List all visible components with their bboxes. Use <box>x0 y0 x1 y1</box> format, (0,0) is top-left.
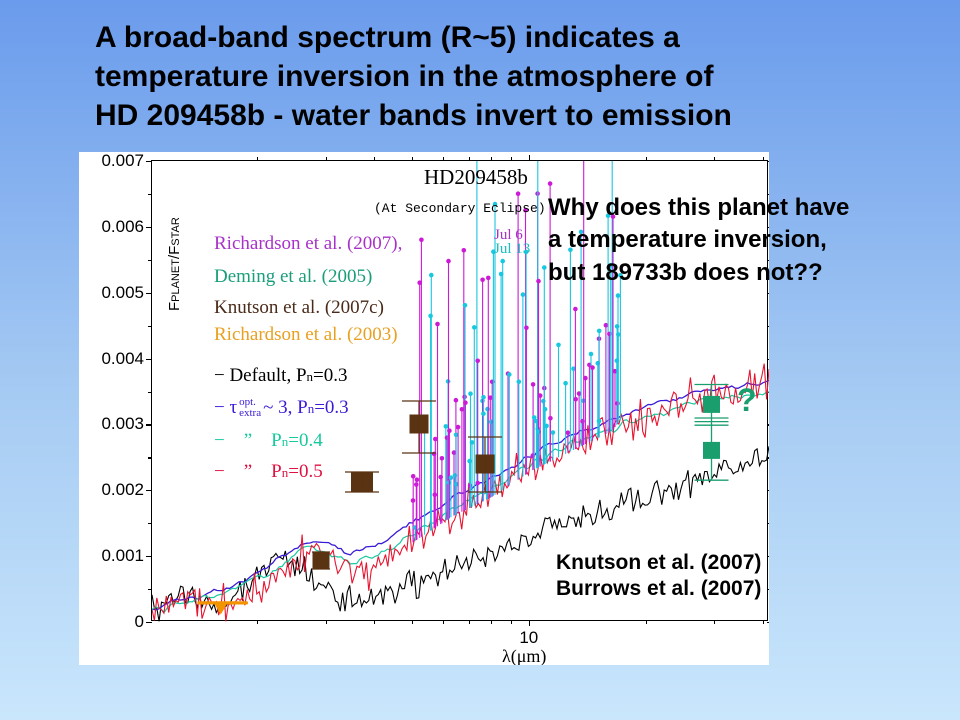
svg-text:?: ? <box>737 382 757 418</box>
